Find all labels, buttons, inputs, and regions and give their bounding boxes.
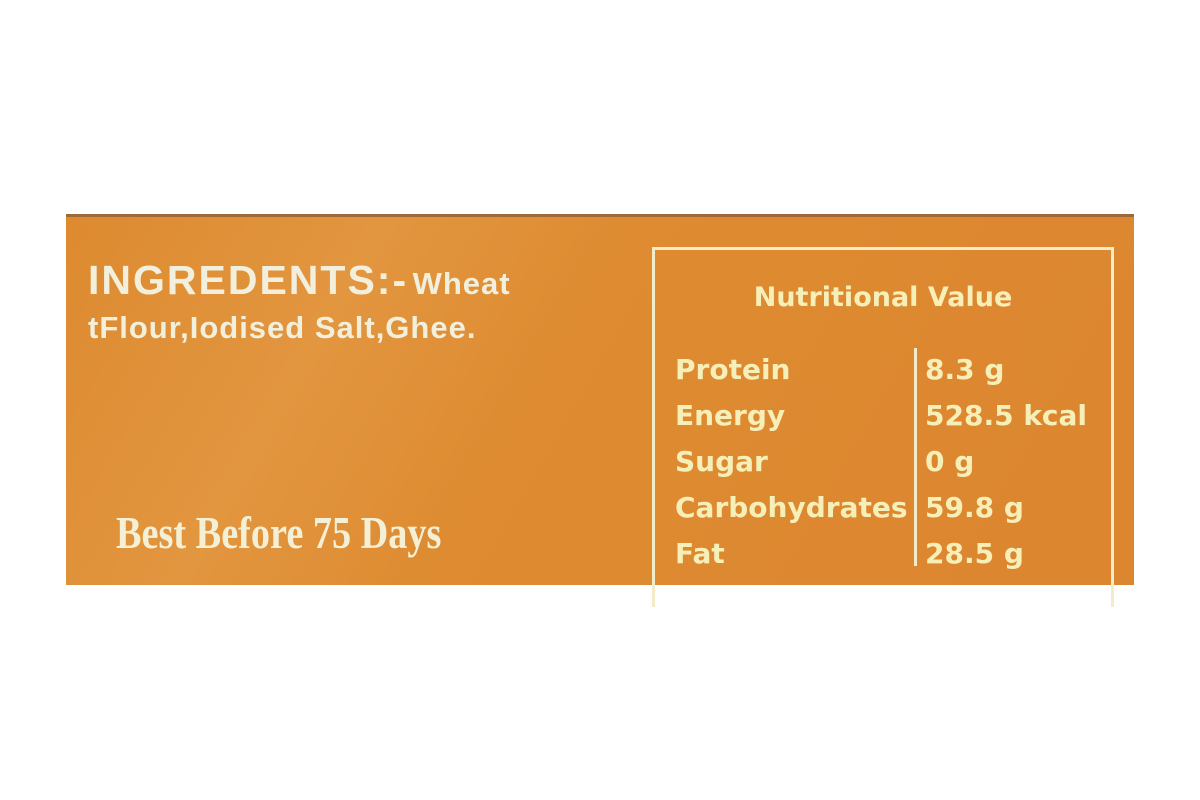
column-divider (914, 348, 917, 566)
nutrient-name: Protein (675, 352, 791, 386)
nutrient-name: Fat (675, 536, 725, 570)
nutrient-value: 8.3 g (925, 352, 1005, 386)
product-label: INGREDENTS:- Wheat tFlour,Iodised Salt,G… (66, 214, 1134, 607)
ingredients-block: INGREDENTS:- Wheat tFlour,Iodised Salt,G… (88, 260, 648, 347)
ingredients-text-line1: Wheat (412, 266, 511, 301)
nutrient-name: Energy (675, 398, 786, 432)
ingredients-heading: INGREDENTS:- (88, 257, 409, 303)
nutrition-row: Protein 8.3 g (675, 346, 1087, 392)
nutrient-name: Sugar (675, 444, 768, 478)
nutrition-row: Sugar 0 g (675, 438, 1087, 484)
nutrient-value: 28.5 g (925, 536, 1024, 570)
best-before-text: Best Before 75 Days (116, 508, 442, 558)
nutrition-row: Carbohydrates 59.8 g (675, 484, 1087, 530)
nutrient-value: 0 g (925, 444, 975, 478)
nutrient-value: 528.5 kcal (925, 398, 1088, 432)
ingredients-text-line2: tFlour,Iodised Salt,Ghee. (88, 310, 477, 345)
nutrient-value: 59.8 g (925, 490, 1024, 524)
nutrition-table: Nutritional Value Protein 8.3 g Energy 528… (652, 247, 1114, 607)
nutrition-row: Fat 28.5 g (675, 530, 1087, 576)
nutrition-row: Energy 528.5 kcal (675, 392, 1087, 438)
nutrition-title: Nutritional Value (753, 282, 1013, 313)
nutrient-name: Carbohydrates (675, 490, 908, 524)
